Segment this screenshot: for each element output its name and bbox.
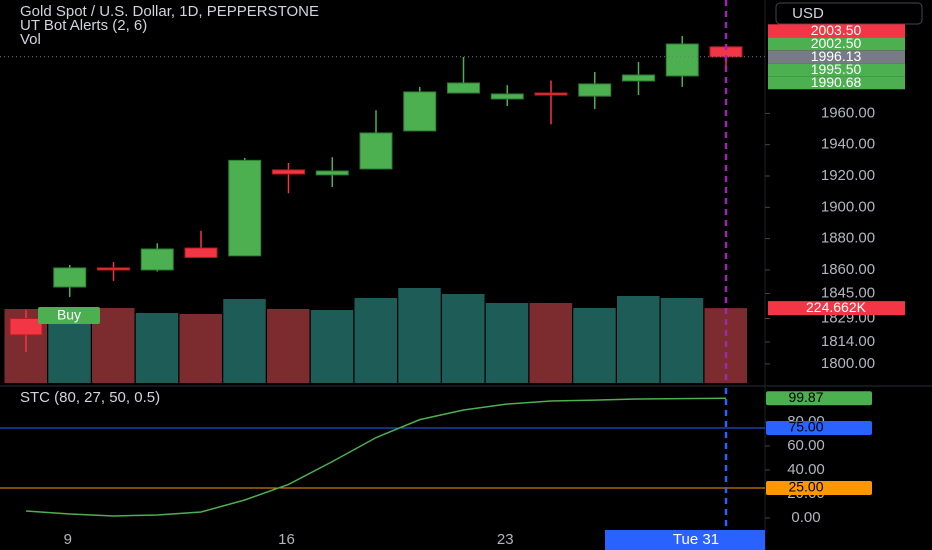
candle-body (622, 74, 655, 82)
volume-bar (310, 310, 354, 383)
candle-body (315, 170, 349, 176)
y-tick-label: 40.00 (787, 461, 825, 478)
candle-body (665, 43, 699, 77)
candle-body (578, 83, 612, 97)
volume-bar (573, 308, 616, 383)
volume-bar (398, 288, 441, 383)
x-tick-label: 16 (278, 531, 295, 548)
y-tick-label: 1960.00 (821, 104, 875, 121)
stc-label: 99.87 (788, 389, 823, 405)
volume-label: 224.662K (806, 299, 867, 315)
x-highlight (605, 530, 765, 550)
y-tick-label: 1860.00 (821, 261, 875, 278)
price-label: 1995.50 (811, 61, 862, 77)
volume-bar (660, 298, 704, 383)
stc-line (25, 397, 727, 517)
level-label: 25.00 (788, 479, 823, 495)
candle-body (97, 267, 130, 271)
buy-badge (38, 307, 100, 324)
price-label-box (768, 63, 905, 77)
candle-body (447, 82, 480, 94)
price-label-box (768, 37, 905, 51)
volume-bar (267, 309, 310, 383)
y-tick-label: 1920.00 (821, 167, 875, 184)
currency-label[interactable]: USD (792, 5, 824, 22)
volume-bar (529, 303, 572, 383)
candle-body (490, 93, 524, 100)
price-label: 1996.13 (811, 48, 862, 64)
candle-body (228, 159, 262, 257)
chart-title: Gold Spot / U.S. Dollar, 1D, PEPPERSTONE (20, 3, 319, 20)
volume-label-box (768, 301, 905, 316)
price-label: 1990.68 (811, 74, 862, 90)
volume-bar (354, 298, 397, 383)
x-tick-label: Tue 31 (673, 531, 719, 548)
y-tick-label: 1940.00 (821, 136, 875, 153)
y-tick-label: 1880.00 (821, 230, 875, 247)
indicator-title: Vol (20, 31, 41, 48)
candle-body (272, 169, 305, 175)
y-tick-label: 1800.00 (821, 355, 875, 372)
y-tick-label: 1845.00 (821, 284, 875, 301)
price-label-box (768, 50, 905, 64)
candle-body (184, 247, 218, 258)
y-tick-label: 1814.00 (821, 333, 875, 350)
indicator-title: STC (80, 27, 50, 0.5) (20, 389, 160, 406)
y-tick-label: 60.00 (787, 437, 825, 454)
price-label-box (768, 24, 905, 38)
buy-label: Buy (57, 307, 81, 323)
level-label-box (766, 421, 872, 436)
candle-body (9, 317, 43, 336)
volume-bar (223, 299, 266, 383)
price-label: 2002.50 (811, 35, 862, 51)
x-tick-label: 23 (497, 531, 514, 548)
volume-bar (179, 314, 222, 383)
currency-button[interactable] (775, 2, 923, 25)
volume-bar (135, 313, 179, 383)
volume-bar (442, 294, 485, 383)
candle-body (53, 267, 87, 288)
volume-bar (617, 296, 660, 383)
stc-label-box (766, 391, 872, 406)
y-tick-label: 0.00 (791, 509, 820, 526)
level-label: 75.00 (788, 419, 823, 435)
y-tick-label: 1900.00 (821, 198, 875, 215)
price-label-box (768, 76, 905, 90)
level-label-box (766, 481, 872, 496)
volume-bar (485, 303, 529, 383)
candle-body (403, 91, 437, 132)
candle-body (359, 132, 393, 170)
x-tick-label: 9 (64, 531, 72, 548)
candle-body (534, 92, 568, 96)
price-label: 2003.50 (811, 22, 862, 38)
volume-bar (48, 320, 91, 383)
indicator-title: UT Bot Alerts (2, 6) (20, 17, 147, 34)
candle-body (140, 248, 174, 271)
